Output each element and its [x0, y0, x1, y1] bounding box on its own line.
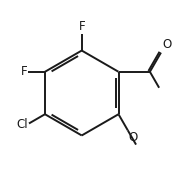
Text: F: F [21, 65, 27, 78]
Text: O: O [162, 38, 171, 51]
Text: F: F [78, 20, 85, 33]
Text: O: O [129, 131, 138, 144]
Text: Cl: Cl [16, 118, 28, 131]
